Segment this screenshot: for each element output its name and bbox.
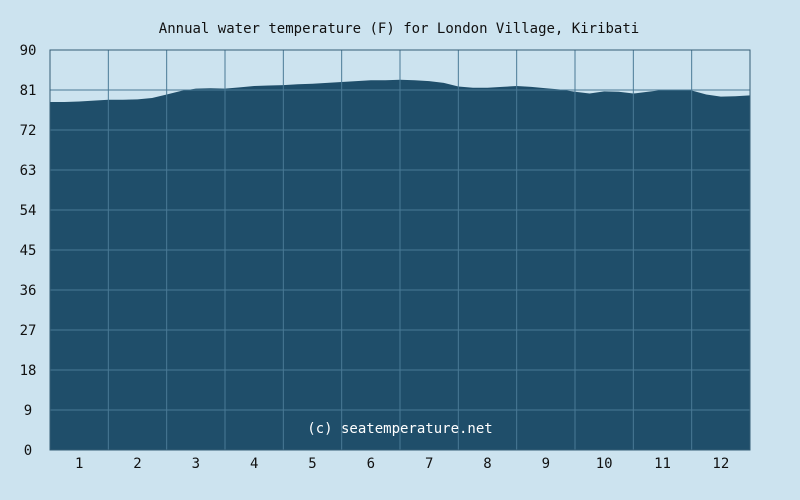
x-tick-label: 2: [133, 456, 141, 472]
x-tick-label: 3: [192, 456, 200, 472]
chart-title: Annual water temperature (F) for London …: [159, 21, 639, 37]
y-tick-label: 9: [24, 403, 32, 419]
x-tick-label: 12: [712, 456, 729, 472]
x-tick-label: 5: [308, 456, 316, 472]
y-tick-label: 27: [20, 323, 37, 339]
plot-area: [49, 49, 751, 451]
x-tick-label: 6: [367, 456, 375, 472]
x-tick-label: 4: [250, 456, 258, 472]
x-tick-label: 8: [483, 456, 491, 472]
y-tick-label: 0: [24, 443, 32, 459]
x-tick-label: 9: [542, 456, 550, 472]
y-tick-label: 72: [20, 123, 37, 139]
y-tick-label: 18: [20, 363, 37, 379]
plot-frame: [49, 49, 751, 451]
chart-credit: (c) seatemperature.net: [307, 421, 492, 437]
y-tick-label: 81: [20, 83, 37, 99]
x-tick-label: 1: [75, 456, 83, 472]
x-tick-label: 7: [425, 456, 433, 472]
y-tick-label: 54: [20, 203, 37, 219]
y-tick-label: 45: [20, 243, 37, 259]
y-tick-label: 90: [20, 43, 37, 59]
y-tick-label: 63: [20, 163, 37, 179]
x-tick-label: 11: [654, 456, 671, 472]
y-tick-label: 36: [20, 283, 37, 299]
x-tick-label: 10: [596, 456, 613, 472]
